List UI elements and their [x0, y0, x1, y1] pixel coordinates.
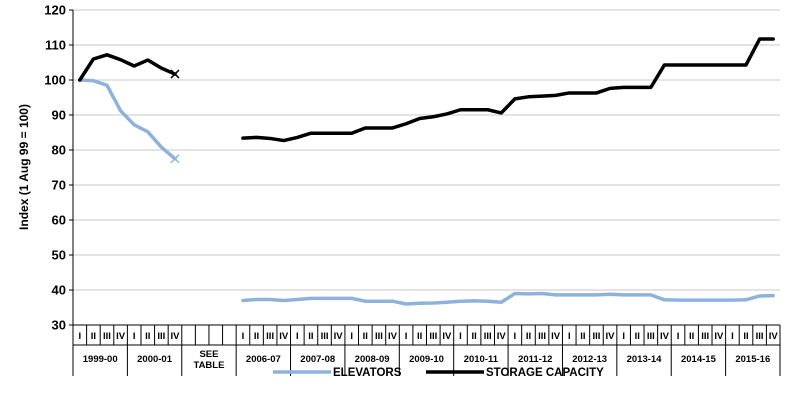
quarter-label: I	[296, 331, 299, 342]
quarter-label: II	[689, 331, 694, 342]
legend-label-elevators: ELEVATORS	[333, 367, 402, 379]
quarter-label: IV	[334, 331, 344, 342]
y-tick-label-40: 40	[52, 283, 66, 298]
y-tick-label-120: 120	[44, 3, 66, 18]
quarter-label: II	[743, 331, 748, 342]
year-label: 1999-00	[83, 354, 118, 365]
y-axis-label: Index (1 Aug 99 = 100)	[17, 104, 31, 230]
quarter-label: IV	[551, 331, 561, 342]
axes	[69, 9, 780, 326]
quarter-label: I	[568, 331, 571, 342]
quarter-label: IV	[279, 331, 289, 342]
y-tick-label-30: 30	[52, 318, 66, 333]
series-line-storage-capacity	[241, 37, 775, 143]
year-label: 2008-09	[355, 354, 390, 365]
quarter-label: II	[145, 331, 150, 342]
quarter-label: IV	[442, 331, 452, 342]
quarter-label: I	[242, 331, 245, 342]
quarter-label: IV	[769, 331, 779, 342]
end-marker-elevators	[170, 154, 180, 164]
year-label: 2006-07	[246, 354, 281, 365]
quarter-label: III	[157, 331, 165, 342]
quarter-label: IV	[116, 331, 126, 342]
quarter-label: I	[731, 331, 734, 342]
y-tick-label-60: 60	[52, 213, 66, 228]
y-tick-label-50: 50	[52, 248, 66, 263]
quarter-label: IV	[714, 331, 724, 342]
quarter-label: I	[405, 331, 408, 342]
quarter-label: II	[471, 331, 476, 342]
quarter-label: I	[350, 331, 353, 342]
quarter-label: II	[91, 331, 96, 342]
quarter-label: IV	[388, 331, 398, 342]
quarter-label: III	[756, 331, 764, 342]
quarter-label: II	[363, 331, 368, 342]
quarter-label: II	[308, 331, 313, 342]
series-lines	[78, 37, 775, 306]
quarter-label: III	[103, 331, 111, 342]
y-tick-label-80: 80	[52, 143, 66, 158]
year-label: TABLE	[193, 360, 224, 371]
legend: ELEVATORS STORAGE CAPACITY	[273, 367, 604, 379]
y-tick-labels: 30 40 50 60 70 80 90 100 110 120	[44, 3, 66, 333]
year-label: 2012-13	[572, 354, 607, 365]
quarter-label: III	[484, 331, 492, 342]
year-label: 2015-16	[735, 354, 770, 365]
quarter-label: II	[254, 331, 259, 342]
y-tick-label-90: 90	[52, 108, 66, 123]
quarter-label: I	[133, 331, 136, 342]
year-label: 2014-15	[681, 354, 717, 365]
quarter-label: I	[622, 331, 625, 342]
series-line-elevators	[241, 291, 775, 306]
year-label: 2011-12	[518, 354, 552, 365]
series-line-storage-capacity	[78, 53, 177, 82]
quarter-label: III	[647, 331, 655, 342]
quarter-label: III	[701, 331, 709, 342]
quarter-label: III	[375, 331, 383, 342]
y-tick-label-110: 110	[45, 38, 66, 53]
quarter-label: II	[526, 331, 531, 342]
gridlines	[73, 9, 780, 291]
quarter-label: II	[635, 331, 640, 342]
quarter-label: III	[429, 331, 437, 342]
quarter-label: IV	[170, 331, 180, 342]
quarter-label: IV	[606, 331, 616, 342]
series-line-elevators	[78, 78, 177, 161]
quarter-label: IV	[497, 331, 507, 342]
quarter-label: I	[78, 331, 81, 342]
year-label: 2007-08	[300, 354, 335, 365]
year-label: SEE	[199, 349, 218, 360]
y-tick-label-70: 70	[52, 178, 66, 193]
quarter-label: IV	[660, 331, 670, 342]
year-label: 2009-10	[409, 354, 444, 365]
year-label: 2000-01	[137, 354, 173, 365]
end-marker-storage-capacity	[170, 69, 180, 79]
quarter-label: III	[266, 331, 274, 342]
quarter-label: I	[677, 331, 680, 342]
quarter-label: I	[459, 331, 462, 342]
quarter-label: II	[580, 331, 585, 342]
year-label: 2013-14	[627, 354, 663, 365]
y-tick-label-100: 100	[44, 73, 66, 88]
quarter-label: III	[592, 331, 600, 342]
quarter-label: I	[514, 331, 517, 342]
quarter-label: II	[417, 331, 422, 342]
quarter-label: III	[538, 331, 546, 342]
legend-label-storage-capacity: STORAGE CAPACITY	[486, 367, 604, 379]
year-label: 2010-11	[464, 354, 499, 365]
quarter-label: III	[321, 331, 329, 342]
